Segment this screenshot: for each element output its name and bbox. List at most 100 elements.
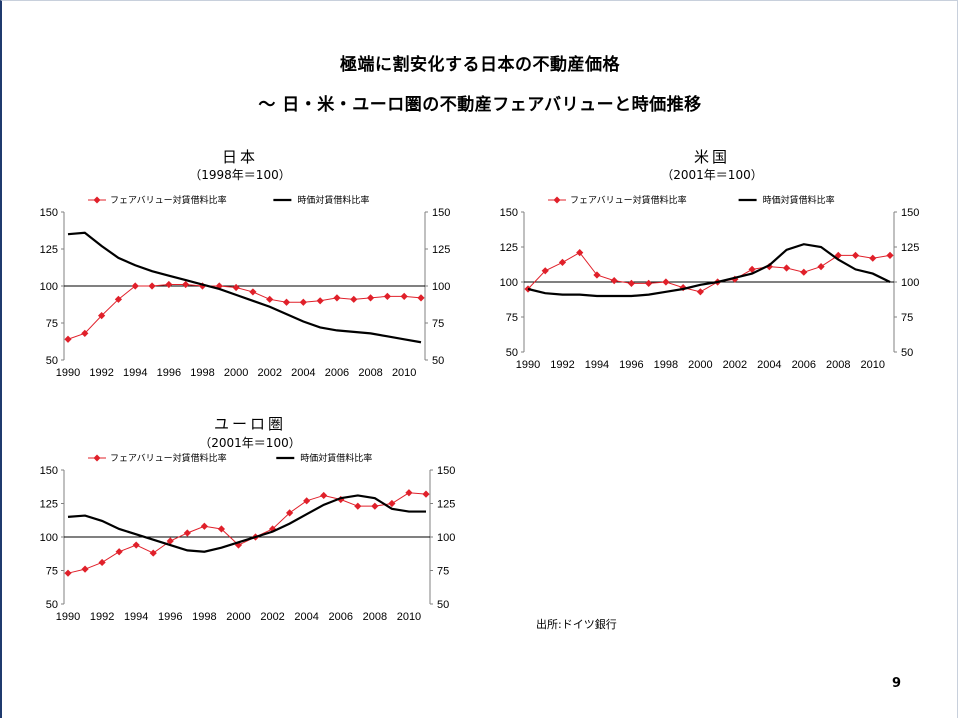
y-tick-label-right: 150 xyxy=(432,207,450,219)
fair-value-point xyxy=(400,292,408,300)
chart-title-us: 米国 xyxy=(693,148,730,166)
legend-marker-fair-value xyxy=(553,196,561,204)
fair-value-point xyxy=(354,502,362,510)
page-number: 9 xyxy=(892,676,902,691)
x-tick-label: 2000 xyxy=(226,611,250,623)
legend-label-fair-value: フェアバリュー対賃借料比率 xyxy=(110,194,227,205)
fair-value-point xyxy=(817,263,825,271)
fair-value-point xyxy=(645,279,653,287)
fair-value-point xyxy=(182,280,190,289)
fair-value-point xyxy=(371,502,379,510)
y-tick-label-left: 150 xyxy=(40,465,58,477)
chart-title-japan: 日本 xyxy=(221,148,258,166)
fair-value-point xyxy=(696,288,704,296)
fair-value-point xyxy=(149,549,157,557)
legend-label-market-value: 時価対賃借料比率 xyxy=(300,452,372,463)
fair-value-point xyxy=(165,280,173,289)
x-tick-label: 1992 xyxy=(550,359,574,371)
fair-value-point xyxy=(148,282,156,290)
chart-japan: 50 50 75 75 100 100 125 125 150 150 1990 1992 1994 19… xyxy=(40,194,451,379)
fair-value-point xyxy=(662,278,670,286)
y-tick-label-right: 125 xyxy=(901,242,919,254)
fair-value-point xyxy=(316,297,324,305)
y-tick-label-left: 75 xyxy=(46,566,58,578)
slide-subtitle: ～ 日・米・ユーロ圏の不動産フェアバリューと時価推移 xyxy=(258,95,702,115)
y-tick-label-right: 150 xyxy=(437,465,455,477)
x-tick-label: 1990 xyxy=(516,359,540,371)
fair-value-point xyxy=(627,279,636,287)
fair-value-point xyxy=(388,499,396,508)
y-tick-label-left: 125 xyxy=(40,244,58,256)
fair-value-point xyxy=(366,294,375,302)
chart-subtitle-euro: （2001年＝100） xyxy=(199,436,301,450)
y-tick-label-left: 75 xyxy=(506,312,518,324)
x-tick-label: 2002 xyxy=(260,611,284,623)
x-tick-label: 1990 xyxy=(56,367,80,379)
y-tick-label-left: 75 xyxy=(46,318,58,330)
x-tick-label: 2002 xyxy=(723,359,747,371)
fair-value-point xyxy=(215,282,223,290)
x-tick-label: 2008 xyxy=(358,367,382,379)
fair-value-point xyxy=(886,251,894,259)
fair-value-point xyxy=(800,268,808,276)
y-tick-label-left: 100 xyxy=(40,281,58,293)
chart-euro: 50 50 75 75 100 100 125 125 150 150 1990 1992 1994 19… xyxy=(40,452,456,623)
x-tick-label: 1998 xyxy=(654,359,678,371)
legend-label-fair-value: フェアバリュー対賃借料比率 xyxy=(110,452,227,463)
fair-value-point xyxy=(64,569,72,577)
fair-value-point xyxy=(64,335,72,343)
y-tick-label-right: 75 xyxy=(901,312,913,324)
y-tick-label-left: 100 xyxy=(500,277,518,289)
x-tick-label: 2004 xyxy=(757,359,781,371)
fair-value-point xyxy=(98,558,106,567)
fair-value-point xyxy=(765,263,773,271)
fair-value-point xyxy=(303,497,311,505)
fair-value-point xyxy=(405,489,413,497)
y-tick-label-right: 100 xyxy=(901,277,919,289)
x-tick-label: 2002 xyxy=(257,367,281,379)
fair-value-point xyxy=(748,265,756,273)
y-tick-label-right: 50 xyxy=(432,355,444,367)
fair-value-point xyxy=(320,491,328,500)
x-tick-label: 1994 xyxy=(124,611,148,623)
x-tick-label: 1992 xyxy=(89,367,113,379)
fair-value-point xyxy=(115,548,123,556)
source-note: 出所:ドイツ銀行 xyxy=(536,618,617,631)
fair-value-point xyxy=(541,267,549,275)
fair-value-point xyxy=(558,258,567,266)
chart-subtitle-japan: （1998年＝100） xyxy=(189,168,291,182)
fair-value-point xyxy=(131,282,139,290)
y-tick-label-right: 150 xyxy=(901,207,919,219)
y-tick-label-right: 100 xyxy=(437,532,455,544)
x-tick-label: 1996 xyxy=(158,611,182,623)
x-tick-label: 2000 xyxy=(224,367,248,379)
y-tick-label-left: 125 xyxy=(500,242,518,254)
y-tick-label-right: 125 xyxy=(432,244,450,256)
x-tick-label: 2006 xyxy=(329,611,353,623)
legend-label-market-value: 時価対賃借料比率 xyxy=(763,194,835,205)
chart-subtitle-us: （2001年＝100） xyxy=(661,168,763,182)
x-tick-label: 2010 xyxy=(861,359,885,371)
series-line-fair-value xyxy=(67,284,422,340)
y-tick-label-left: 50 xyxy=(46,599,58,611)
fair-value-point xyxy=(114,295,123,303)
legend-marker-fair-value xyxy=(93,196,101,204)
y-tick-label-left: 50 xyxy=(46,355,58,367)
y-tick-label-left: 150 xyxy=(40,207,58,219)
fair-value-point xyxy=(383,292,391,300)
fair-value-point xyxy=(249,288,257,296)
y-tick-label-left: 100 xyxy=(40,532,58,544)
x-tick-label: 1992 xyxy=(90,611,114,623)
y-tick-label-right: 50 xyxy=(901,347,913,359)
fair-value-point xyxy=(782,264,791,272)
fair-value-point xyxy=(593,271,601,279)
y-tick-label-right: 75 xyxy=(437,566,449,578)
x-tick-label: 1998 xyxy=(190,367,214,379)
x-tick-label: 2004 xyxy=(291,367,315,379)
y-tick-label-right: 125 xyxy=(437,499,455,511)
y-tick-label-left: 150 xyxy=(500,207,518,219)
x-tick-label: 2004 xyxy=(294,611,318,623)
fair-value-point xyxy=(350,295,358,303)
fair-value-point xyxy=(266,295,274,303)
x-tick-label: 2000 xyxy=(688,359,712,371)
